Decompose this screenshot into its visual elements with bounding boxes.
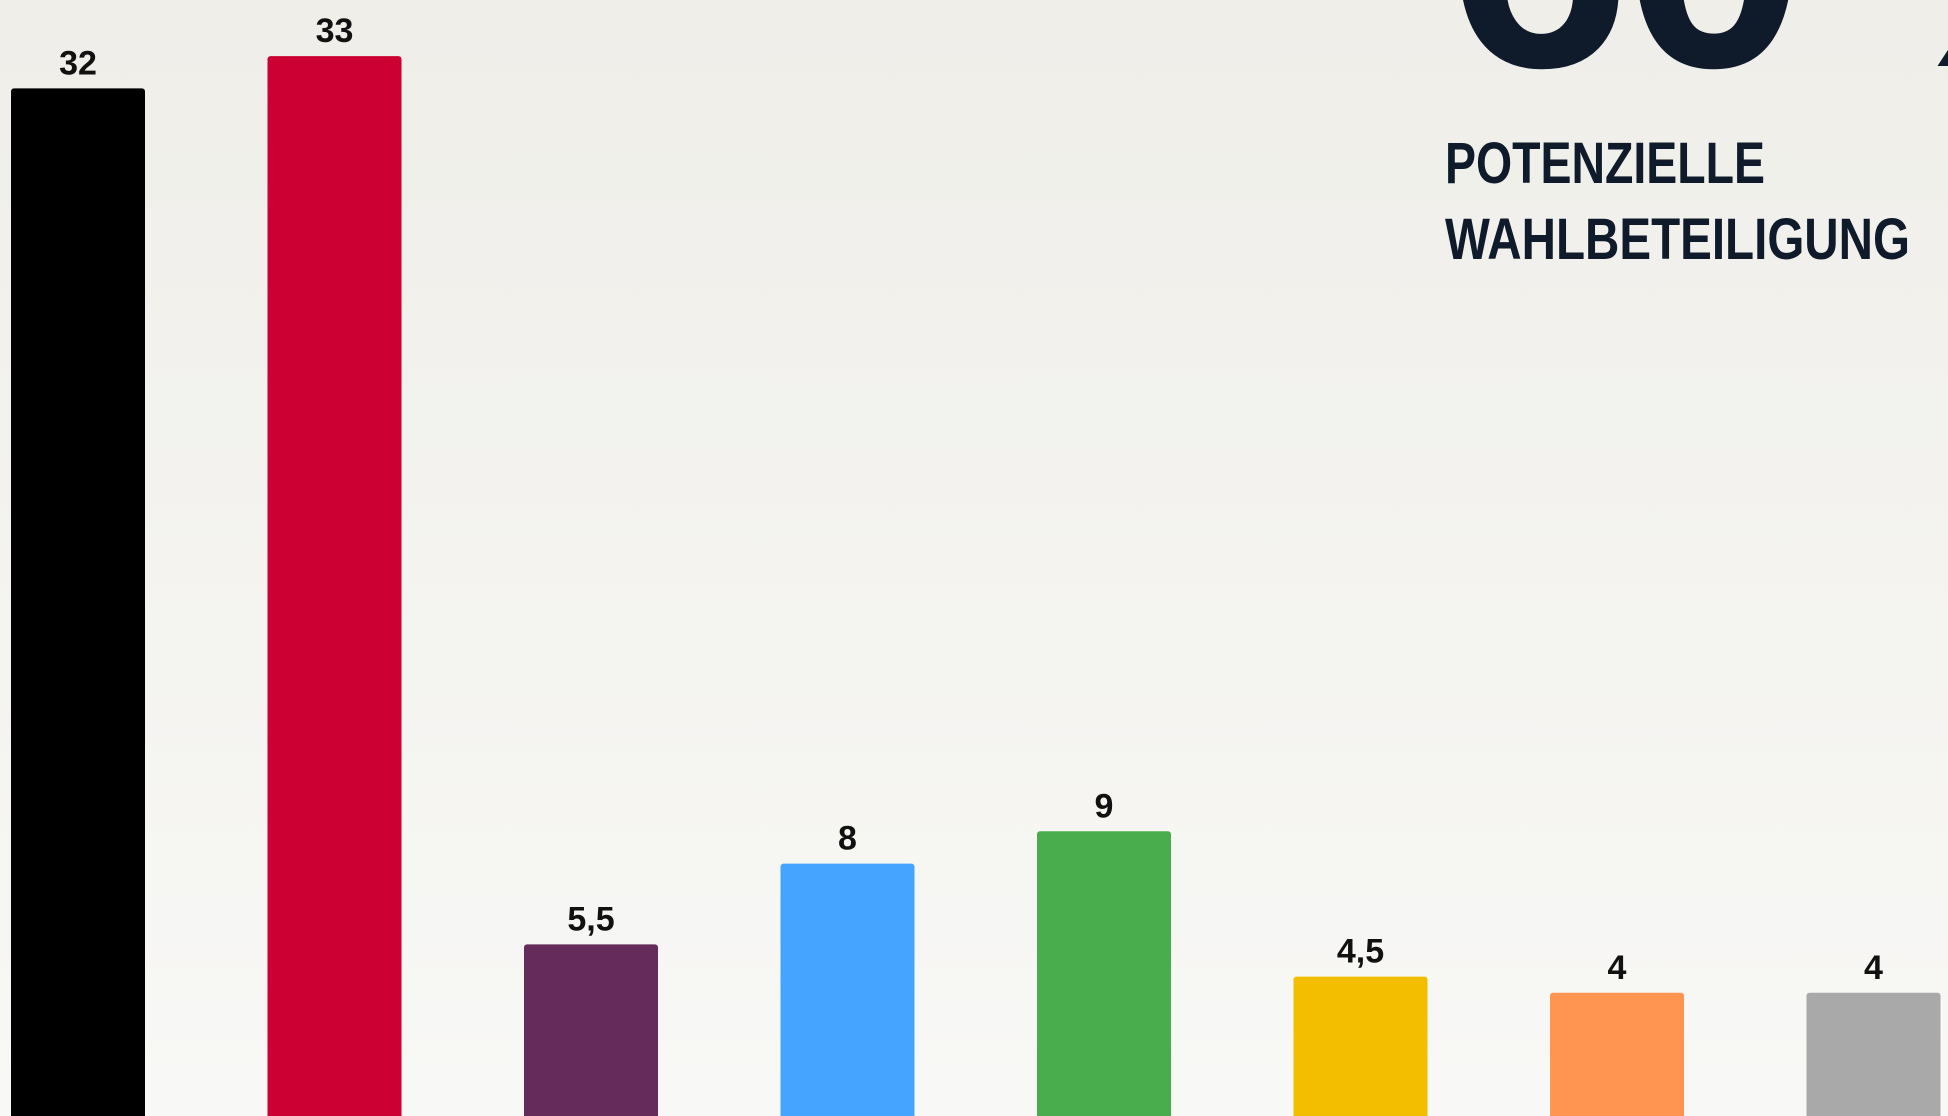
value-label: 4 [1864, 949, 1883, 987]
bar [780, 863, 915, 1116]
annotation-line: WAHLBETEILIGUNG [1445, 207, 1910, 272]
value-label: 32 [59, 44, 97, 82]
bar [1806, 992, 1941, 1116]
value-label: 4,5 [1337, 933, 1384, 971]
bar [267, 56, 402, 1116]
headline: 60 % [1447, 0, 1948, 136]
value-label: 9 [1095, 787, 1114, 825]
value-label: 8 [838, 820, 857, 858]
annotation-line: POTENZIELLE [1445, 131, 1765, 196]
value-label: 4 [1608, 949, 1627, 987]
bar [1550, 992, 1684, 1116]
bar [1037, 831, 1171, 1116]
bar [11, 88, 145, 1116]
value-label: 33 [316, 12, 354, 50]
bar [524, 944, 658, 1116]
value-label: 5,5 [567, 900, 614, 938]
bar [1293, 976, 1428, 1116]
